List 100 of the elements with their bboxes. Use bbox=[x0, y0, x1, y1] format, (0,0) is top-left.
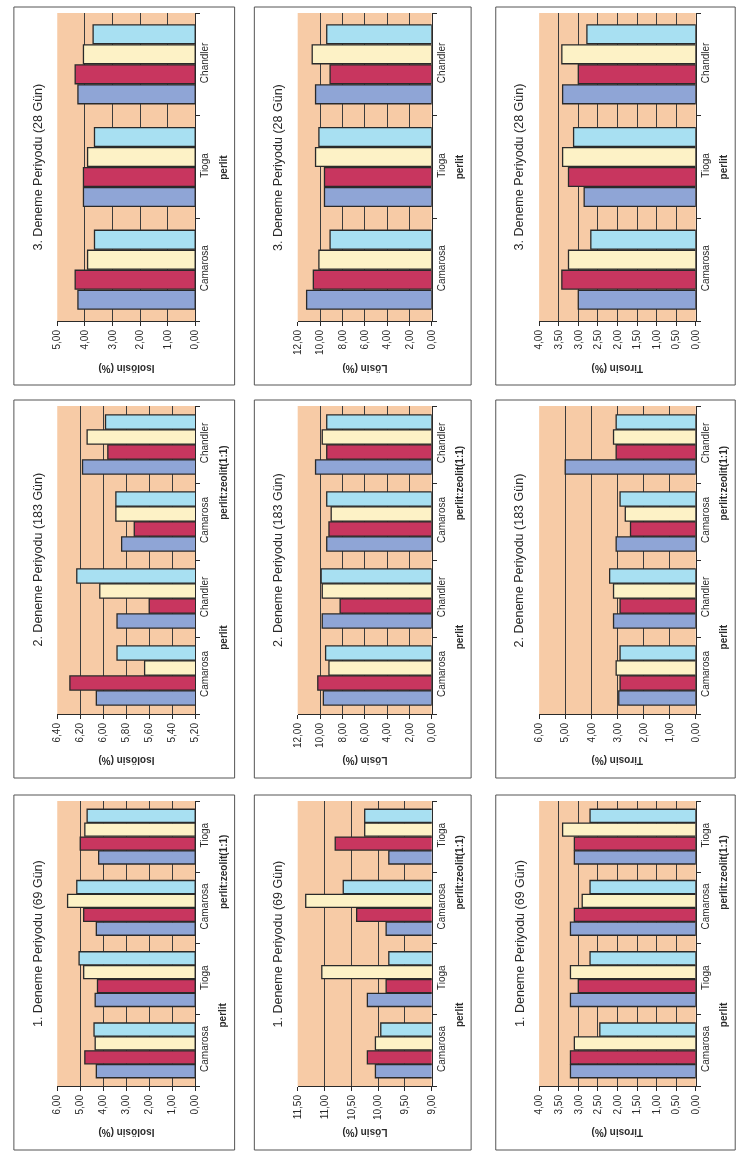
text: perlit:zeolit(1:1) bbox=[217, 445, 229, 520]
text: perlit bbox=[454, 154, 466, 180]
text: perlit:zeolit(1:1) bbox=[454, 445, 466, 521]
text: perlit bbox=[217, 1002, 229, 1028]
x-axis-title: Tirosin (%) bbox=[591, 363, 643, 374]
x-tick-label: 3,50 bbox=[552, 329, 564, 350]
y-tick-label: Tioga bbox=[435, 152, 447, 178]
y-tick-label: Tioga bbox=[199, 822, 211, 848]
x-tick-label: 3,00 bbox=[611, 722, 623, 743]
x-tick-label: 5,00 bbox=[559, 722, 571, 743]
x-tick-label: 3,00 bbox=[106, 329, 118, 350]
y-tick-label: Camarosa bbox=[199, 882, 211, 930]
x-tick-label: 2,00 bbox=[143, 1094, 155, 1115]
x-tick-label: 6,00 bbox=[51, 1094, 63, 1115]
y-tick-label: Camarosa bbox=[699, 244, 711, 292]
x-tick-label: 0,00 bbox=[189, 1094, 201, 1115]
x-tick-label: 2,00 bbox=[637, 722, 649, 743]
text: 2. Deneme Periyodu (183 Gün) bbox=[512, 473, 527, 648]
text: perlit bbox=[217, 624, 229, 650]
x-tick-label: 0,00 bbox=[690, 329, 702, 350]
x-tick-label: 9,00 bbox=[425, 1094, 437, 1115]
x-tick-label: 6,20 bbox=[74, 722, 86, 743]
x-axis-title: Lösin (%) bbox=[342, 1127, 388, 1138]
x-tick-label: 5,60 bbox=[143, 722, 155, 743]
x-tick-label: 0,00 bbox=[425, 722, 437, 743]
x-tick-label: 5,40 bbox=[166, 722, 178, 743]
x-tick-label: 10,00 bbox=[314, 329, 326, 356]
x-tick-label: 4,00 bbox=[381, 722, 393, 743]
x-tick-label: 6,00 bbox=[358, 722, 370, 743]
x-tick-label: 0,00 bbox=[690, 1094, 702, 1115]
x-tick-label: 9,50 bbox=[399, 1094, 411, 1115]
x-tick-label: 12,00 bbox=[291, 329, 303, 356]
x-axis-title: Isolösin (%) bbox=[98, 1127, 155, 1138]
x-tick-label: 0,50 bbox=[670, 329, 682, 350]
text: perlit bbox=[718, 154, 730, 180]
y-tick-label: Tioga bbox=[435, 964, 447, 990]
text: perlit:zeolit(1:1) bbox=[718, 835, 730, 910]
x-tick-label: 4,00 bbox=[533, 1094, 545, 1115]
x-tick-label: 2,00 bbox=[611, 329, 623, 350]
x-tick-label: 4,00 bbox=[97, 1094, 109, 1115]
x-tick-label: 3,00 bbox=[572, 1094, 584, 1115]
x-tick-label: 1,00 bbox=[161, 329, 173, 350]
x-tick-label: 3,00 bbox=[572, 329, 584, 350]
x-tick-label: 3,00 bbox=[120, 1094, 132, 1115]
y-tick-label: Tioga bbox=[699, 152, 711, 178]
y-tick-label: Camarosa bbox=[435, 496, 447, 544]
text: 3. Deneme Periyodu (28 Gün) bbox=[270, 84, 285, 251]
y-tick-label: Chandler bbox=[435, 576, 447, 618]
y-tick-label: Chandler bbox=[699, 576, 711, 618]
x-tick-label: 11,50 bbox=[291, 1094, 303, 1120]
x-axis-title: Lösin (%) bbox=[342, 755, 388, 766]
y-tick-label: Camarosa bbox=[435, 1025, 447, 1072]
x-tick-label: 3,50 bbox=[552, 1094, 564, 1115]
y-tick-label: Chandler bbox=[699, 422, 711, 464]
x-tick-label: 10,50 bbox=[345, 1094, 357, 1121]
y-tick-label: Chandler bbox=[435, 41, 447, 84]
y-tick-label: Chandler bbox=[199, 422, 211, 464]
y-tick-label: Camarosa bbox=[199, 1025, 211, 1072]
x-tick-label: 5,00 bbox=[51, 329, 63, 350]
x-tick-label: 6,00 bbox=[533, 722, 545, 743]
x-tick-label: 1,00 bbox=[663, 722, 675, 743]
x-tick-label: 6,00 bbox=[97, 722, 109, 743]
x-axis-title: Tirosin (%) bbox=[591, 755, 643, 766]
x-tick-label: 2,00 bbox=[611, 1094, 623, 1115]
y-tick-label: Camarosa bbox=[699, 650, 711, 698]
x-tick-label: 0,00 bbox=[690, 722, 702, 743]
y-tick-label: Camarosa bbox=[199, 496, 211, 544]
x-tick-label: 2,00 bbox=[403, 722, 415, 743]
x-tick-label: 4,00 bbox=[585, 722, 597, 743]
x-tick-label: 0,00 bbox=[189, 329, 201, 350]
x-tick-label: 2,00 bbox=[134, 329, 146, 350]
text: 1. Deneme Periyodu (69 Gün) bbox=[271, 860, 286, 1028]
x-tick-label: 1,00 bbox=[650, 1094, 662, 1115]
y-tick-label: Camarosa bbox=[699, 496, 711, 544]
text: perlit bbox=[717, 1002, 729, 1028]
text: perlit bbox=[454, 624, 466, 650]
y-tick-label: Tioga bbox=[699, 822, 711, 848]
y-tick-label: Camarosa bbox=[699, 882, 711, 930]
x-tick-label: 1,00 bbox=[166, 1094, 178, 1115]
y-tick-label: Camarosa bbox=[435, 882, 447, 930]
text: perlit:zeolit(1:1) bbox=[217, 834, 229, 910]
x-tick-label: 6,40 bbox=[51, 722, 63, 743]
y-tick-label: Tioga bbox=[699, 964, 711, 990]
y-tick-label: Tioga bbox=[435, 822, 447, 848]
x-tick-label: 4,00 bbox=[79, 329, 91, 350]
x-tick-label: 4,00 bbox=[533, 329, 545, 350]
x-tick-label: 5,20 bbox=[189, 722, 201, 743]
x-tick-label: 4,00 bbox=[381, 329, 393, 350]
x-axis-title: Isolösin (%) bbox=[98, 363, 155, 374]
y-tick-label: Camarosa bbox=[199, 244, 211, 292]
x-tick-label: 1,50 bbox=[631, 1094, 643, 1115]
y-tick-label: Tioga bbox=[199, 152, 211, 178]
y-tick-label: Camarosa bbox=[435, 650, 447, 698]
y-tick-label: Chandler bbox=[435, 422, 447, 464]
text: 1. Deneme Periyodu (69 Gün) bbox=[512, 860, 527, 1027]
x-tick-label: 10,00 bbox=[314, 722, 326, 749]
text: perlit:zeolit(1:1) bbox=[718, 445, 730, 521]
x-tick-label: 1,00 bbox=[650, 329, 662, 350]
text: perlit:zeolit(1:1) bbox=[454, 835, 466, 910]
text: 1. Deneme Periyodu (69 Gün) bbox=[31, 860, 46, 1028]
